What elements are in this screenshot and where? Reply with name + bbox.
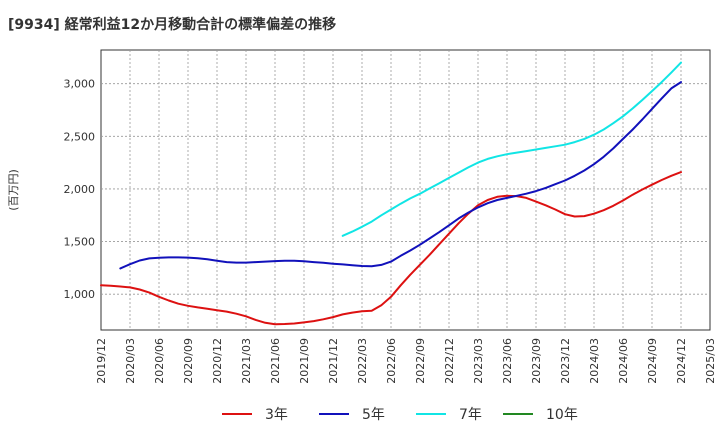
x-tick-label: 2022/03 bbox=[356, 338, 369, 384]
legend-label-0: 3年 bbox=[265, 407, 288, 423]
x-tick-label: 2025/03 bbox=[704, 338, 717, 384]
plot-area-border bbox=[100, 49, 711, 331]
legend-label-3: 10年 bbox=[546, 407, 578, 423]
x-tick-label: 2022/12 bbox=[443, 338, 456, 384]
x-tick-label: 2021/03 bbox=[240, 338, 253, 384]
legend-label-2: 7年 bbox=[459, 407, 482, 423]
y-axis-ticks: 1,000 1,500 2,000 2,500 3,000 bbox=[64, 78, 96, 302]
series-line-2 bbox=[341, 61, 682, 237]
y-tick-label: 3,000 bbox=[64, 78, 96, 91]
x-tick-label: 2023/06 bbox=[501, 338, 514, 384]
y-tick-label: 1,500 bbox=[64, 236, 96, 249]
x-tick-label: 2024/06 bbox=[617, 338, 630, 384]
legend-label-1: 5年 bbox=[362, 407, 385, 423]
x-tick-label: 2020/03 bbox=[124, 338, 137, 384]
x-tick-label: 2021/12 bbox=[327, 338, 340, 384]
grid-lines bbox=[101, 50, 710, 330]
x-tick-label: 2022/06 bbox=[385, 338, 398, 384]
x-tick-label: 2021/09 bbox=[298, 338, 311, 384]
y-axis-label: (百万円) bbox=[7, 169, 20, 211]
x-tick-label: 2023/12 bbox=[559, 338, 572, 384]
x-axis-ticks: 2019/12 2020/03 2020/06 2020/09 2020/12 2021/… bbox=[95, 338, 717, 384]
x-tick-label: 2022/09 bbox=[414, 338, 427, 384]
chart-title: [9934] 経常利益12か月移動合計の標準偏差の推移 bbox=[8, 17, 337, 33]
x-tick-label: 2019/12 bbox=[95, 338, 108, 384]
x-tick-label: 2023/09 bbox=[530, 338, 543, 384]
x-tick-label: 2020/09 bbox=[182, 338, 195, 384]
x-tick-label: 2024/12 bbox=[675, 338, 688, 384]
y-tick-label: 1,000 bbox=[64, 288, 96, 301]
x-tick-label: 2024/03 bbox=[588, 338, 601, 384]
x-tick-label: 2020/06 bbox=[153, 338, 166, 384]
x-tick-label: 2024/09 bbox=[646, 338, 659, 384]
x-tick-label: 2023/03 bbox=[472, 338, 485, 384]
y-tick-label: 2,500 bbox=[64, 130, 96, 143]
x-tick-label: 2021/06 bbox=[269, 338, 282, 384]
series-lines bbox=[100, 61, 682, 326]
series-line-1 bbox=[119, 81, 682, 270]
series-line-0 bbox=[100, 171, 682, 326]
legend: 3年 5年 7年 10年 bbox=[222, 407, 578, 423]
y-tick-label: 2,000 bbox=[64, 183, 96, 196]
x-tick-label: 2020/12 bbox=[211, 338, 224, 384]
